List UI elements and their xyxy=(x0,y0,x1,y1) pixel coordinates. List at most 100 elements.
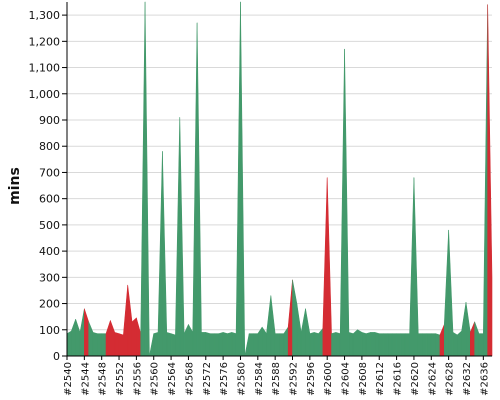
build-duration-segment[interactable] xyxy=(292,279,298,357)
build-duration-segment[interactable] xyxy=(88,321,94,357)
build-duration-segment[interactable] xyxy=(378,333,384,357)
build-duration-segment[interactable] xyxy=(79,308,85,357)
build-duration-segment[interactable] xyxy=(335,332,341,357)
build-duration-segment[interactable] xyxy=(110,320,116,357)
duration-area-series[interactable] xyxy=(66,1,493,357)
build-duration-segment[interactable] xyxy=(75,318,81,357)
build-duration-segment[interactable] xyxy=(209,333,215,357)
build-duration-segment[interactable] xyxy=(465,301,471,357)
build-duration-segment[interactable] xyxy=(331,332,337,357)
build-duration-segment[interactable] xyxy=(196,22,202,357)
build-duration-segment[interactable] xyxy=(136,317,142,357)
build-duration-segment[interactable] xyxy=(357,329,363,357)
build-duration-segment[interactable] xyxy=(92,332,98,357)
build-duration-segment[interactable] xyxy=(396,333,402,357)
build-duration-segment[interactable] xyxy=(439,324,445,357)
build-duration-segment[interactable] xyxy=(300,308,306,357)
build-duration-segment[interactable] xyxy=(283,326,289,357)
build-duration-segment[interactable] xyxy=(274,333,280,357)
build-duration-segment[interactable] xyxy=(430,333,436,357)
build-duration-segment[interactable] xyxy=(426,333,432,357)
build-duration-segment[interactable] xyxy=(435,333,441,357)
build-duration-segment[interactable] xyxy=(361,332,367,357)
build-duration-segment[interactable] xyxy=(478,333,484,357)
build-duration-segment[interactable] xyxy=(261,326,267,357)
build-duration-segment[interactable] xyxy=(461,301,467,357)
build-duration-segment[interactable] xyxy=(127,284,133,357)
build-duration-segment[interactable] xyxy=(144,1,150,357)
build-duration-segment[interactable] xyxy=(227,332,233,357)
build-duration-segment[interactable] xyxy=(71,318,76,357)
build-duration-segment[interactable] xyxy=(114,332,120,357)
build-duration-segment[interactable] xyxy=(387,333,393,357)
build-duration-segment[interactable] xyxy=(162,151,168,357)
build-duration-segment[interactable] xyxy=(253,333,259,357)
build-duration-segment[interactable] xyxy=(322,177,328,357)
build-duration-segment[interactable] xyxy=(175,117,181,357)
build-duration-segment[interactable] xyxy=(123,284,129,357)
build-duration-segment[interactable] xyxy=(205,332,211,357)
build-duration-segment[interactable] xyxy=(326,177,332,357)
build-duration-segment[interactable] xyxy=(248,333,254,357)
build-duration-segment[interactable] xyxy=(370,332,376,357)
build-duration-segment[interactable] xyxy=(214,333,220,357)
build-duration-segment[interactable] xyxy=(201,332,207,357)
gridlines xyxy=(67,14,492,357)
build-duration-segment[interactable] xyxy=(279,333,285,357)
build-duration-segment[interactable] xyxy=(305,308,311,357)
build-duration-segment[interactable] xyxy=(157,151,163,357)
build-duration-segment[interactable] xyxy=(344,48,350,357)
build-duration-segment[interactable] xyxy=(452,332,458,357)
build-duration-segment[interactable] xyxy=(287,279,293,357)
build-duration-segment[interactable] xyxy=(244,333,250,357)
build-duration-segment[interactable] xyxy=(404,333,410,357)
build-duration-segment[interactable] xyxy=(352,329,358,357)
build-duration-segment[interactable] xyxy=(409,177,415,357)
build-duration-segment[interactable] xyxy=(105,320,111,357)
build-duration-segment[interactable] xyxy=(487,4,493,357)
build-duration-segment[interactable] xyxy=(470,321,475,357)
build-duration-segment[interactable] xyxy=(296,303,302,357)
build-duration-segment[interactable] xyxy=(131,317,137,357)
build-duration-segment[interactable] xyxy=(192,22,198,357)
build-duration-segment[interactable] xyxy=(339,48,345,357)
build-duration-segment[interactable] xyxy=(443,229,449,357)
build-duration-segment[interactable] xyxy=(313,332,319,357)
build-duration-segment[interactable] xyxy=(97,333,102,357)
build-duration-segment[interactable] xyxy=(348,332,354,357)
build-duration-segment[interactable] xyxy=(448,229,454,357)
build-duration-segment[interactable] xyxy=(183,324,189,357)
build-duration-segment[interactable] xyxy=(483,4,488,357)
build-duration-segment[interactable] xyxy=(457,330,462,357)
build-duration-segment[interactable] xyxy=(222,332,228,357)
build-duration-segment[interactable] xyxy=(417,333,423,357)
build-duration-segment[interactable] xyxy=(270,295,276,357)
build-duration-segment[interactable] xyxy=(218,332,224,357)
build-duration-segment[interactable] xyxy=(118,333,124,357)
build-duration-segment[interactable] xyxy=(257,326,263,357)
build-duration-segment[interactable] xyxy=(153,332,159,357)
build-duration-segment[interactable] xyxy=(140,1,146,357)
build-duration-segment[interactable] xyxy=(149,333,155,357)
build-duration-segment[interactable] xyxy=(309,332,315,357)
build-duration-segment[interactable] xyxy=(84,308,89,357)
build-duration-segment[interactable] xyxy=(413,177,419,357)
build-duration-segment[interactable] xyxy=(365,332,371,357)
build-duration-segment[interactable] xyxy=(318,328,324,357)
build-duration-segment[interactable] xyxy=(231,332,237,357)
build-duration-segment[interactable] xyxy=(383,333,389,357)
build-duration-segment[interactable] xyxy=(266,295,272,357)
build-duration-segment[interactable] xyxy=(400,333,406,357)
build-duration-segment[interactable] xyxy=(179,117,185,357)
build-duration-segment[interactable] xyxy=(422,333,428,357)
build-duration-segment[interactable] xyxy=(240,1,246,357)
build-duration-segment[interactable] xyxy=(170,333,176,357)
build-duration-segment[interactable] xyxy=(235,1,241,357)
build-duration-segment[interactable] xyxy=(374,332,380,357)
build-duration-segment[interactable] xyxy=(391,333,397,357)
build-duration-segment[interactable] xyxy=(101,333,107,357)
build-duration-segment[interactable] xyxy=(474,321,480,357)
build-duration-segment[interactable] xyxy=(188,324,194,357)
build-duration-segment[interactable] xyxy=(166,332,172,357)
build-duration-segment[interactable] xyxy=(66,330,72,357)
